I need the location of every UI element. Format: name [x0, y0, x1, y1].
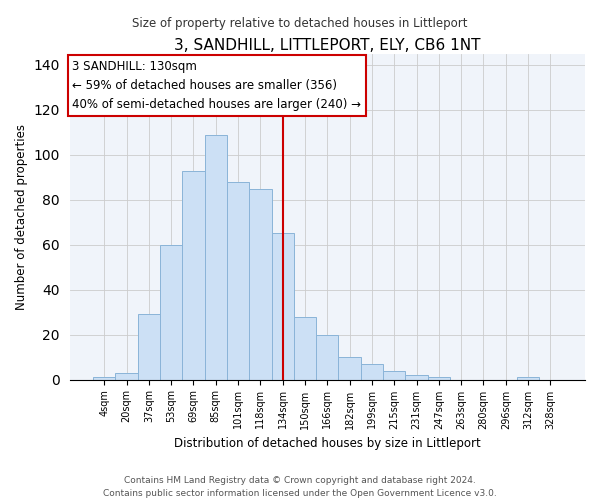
Bar: [249, 188, 272, 380]
Bar: [137, 314, 160, 380]
Bar: [93, 378, 115, 380]
Y-axis label: Number of detached properties: Number of detached properties: [15, 124, 28, 310]
Bar: [316, 334, 338, 380]
Bar: [361, 364, 383, 380]
Text: 3 SANDHILL: 130sqm
← 59% of detached houses are smaller (356)
40% of semi-detach: 3 SANDHILL: 130sqm ← 59% of detached hou…: [72, 60, 361, 111]
Bar: [115, 373, 137, 380]
Bar: [205, 134, 227, 380]
Title: 3, SANDHILL, LITTLEPORT, ELY, CB6 1NT: 3, SANDHILL, LITTLEPORT, ELY, CB6 1NT: [174, 38, 481, 52]
Bar: [182, 170, 205, 380]
Bar: [406, 375, 428, 380]
Text: Contains HM Land Registry data © Crown copyright and database right 2024.
Contai: Contains HM Land Registry data © Crown c…: [103, 476, 497, 498]
Bar: [272, 234, 294, 380]
Bar: [383, 370, 406, 380]
Bar: [160, 244, 182, 380]
Bar: [227, 182, 249, 380]
Bar: [517, 378, 539, 380]
Text: Size of property relative to detached houses in Littleport: Size of property relative to detached ho…: [132, 18, 468, 30]
Bar: [428, 378, 450, 380]
Bar: [294, 316, 316, 380]
X-axis label: Distribution of detached houses by size in Littleport: Distribution of detached houses by size …: [174, 437, 481, 450]
Bar: [338, 357, 361, 380]
